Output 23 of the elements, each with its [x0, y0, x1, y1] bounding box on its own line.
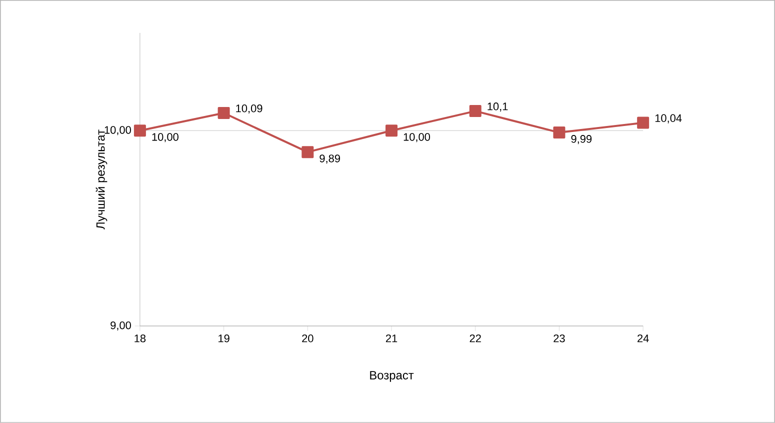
point: [134, 124, 146, 137]
data-label: 10,00: [404, 133, 430, 142]
x-tick-label: 18: [134, 334, 146, 342]
x-axis-title: Возраст: [370, 371, 414, 382]
x-tick-label: 23: [554, 334, 565, 342]
x-tick-label: 24: [638, 334, 649, 342]
y-tick-label: 9,00: [110, 322, 131, 331]
point: [469, 105, 482, 118]
data-label: 10,04: [655, 114, 682, 124]
x-tick-label: 22: [470, 334, 481, 342]
data-label: 9,89: [320, 154, 340, 164]
point: [553, 126, 566, 139]
x-tick-label: 19: [218, 334, 230, 342]
data-label: 10,00: [152, 133, 178, 142]
point: [386, 124, 398, 137]
data-label: 10,1: [488, 102, 508, 112]
data-label: 9,99: [571, 135, 592, 144]
x-tick-label: 21: [386, 334, 398, 342]
point: [218, 107, 230, 120]
data-label: 10,09: [236, 104, 262, 114]
point: [637, 116, 650, 129]
x-tick-label: 20: [302, 334, 314, 342]
point: [302, 146, 314, 158]
